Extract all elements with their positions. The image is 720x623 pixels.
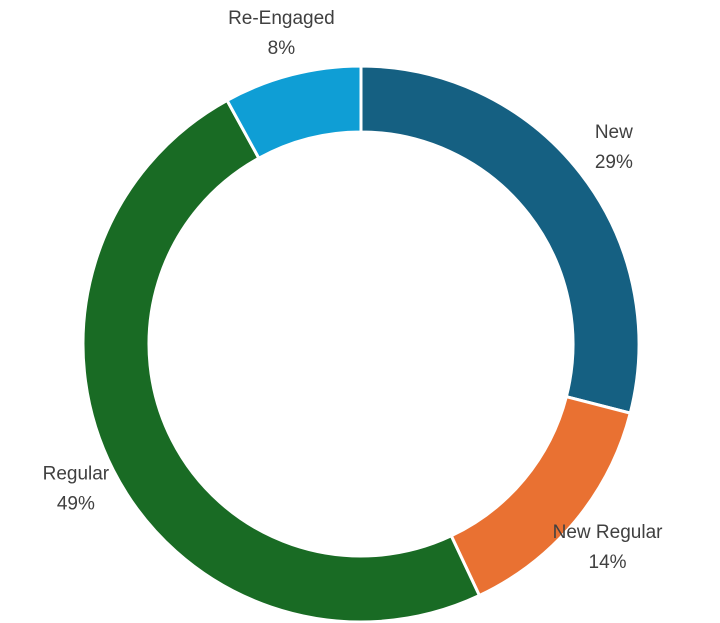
- donut-segment: [81, 98, 482, 623]
- category-label: Regular: [43, 463, 110, 484]
- value-label: 29%: [595, 152, 633, 173]
- category-label: Re-Engaged: [228, 8, 335, 29]
- value-label: 49%: [57, 493, 95, 514]
- value-label: 8%: [268, 38, 296, 59]
- donut-segment: [359, 64, 641, 415]
- donut-segment: [225, 64, 363, 161]
- category-label: New Regular: [553, 522, 663, 543]
- category-label: New: [595, 122, 633, 143]
- value-label: 14%: [589, 552, 627, 573]
